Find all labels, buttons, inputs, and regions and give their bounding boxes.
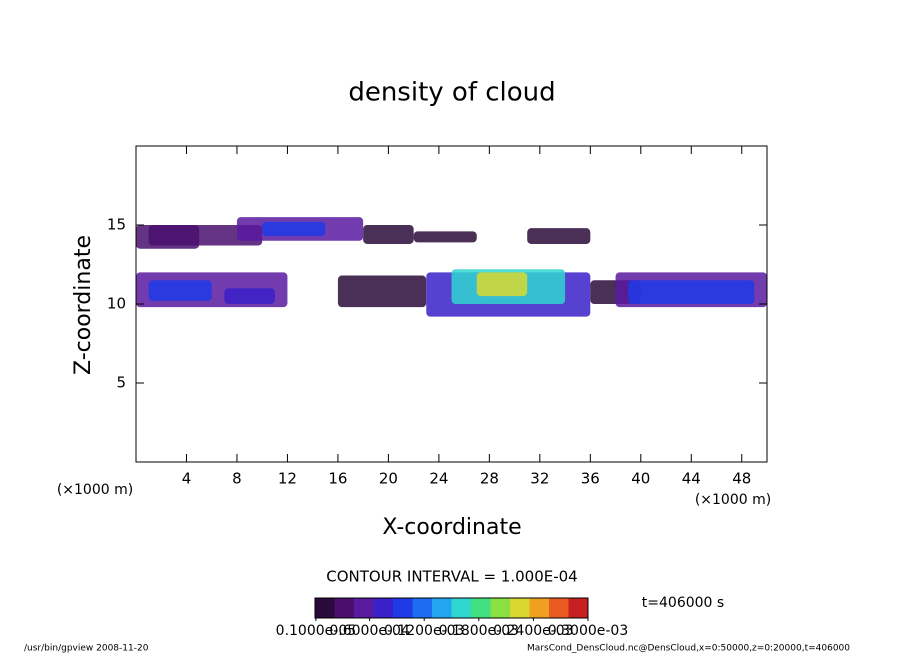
time-label: t=406000 s <box>642 595 724 611</box>
chart-title: density of cloud <box>348 78 555 108</box>
colorbar-tick-label: 0.1200e-03 <box>384 623 464 639</box>
y-tick-label: 15 <box>107 216 126 234</box>
colorbar-tick-label: 0.3000e-03 <box>548 623 628 639</box>
colorbar-swatch <box>568 598 589 618</box>
contour-cell <box>628 280 755 304</box>
colorbar-swatch <box>393 598 413 618</box>
colorbar-swatch <box>490 598 511 618</box>
x-tick-label: 24 <box>429 470 448 488</box>
contour-cell <box>337 275 427 308</box>
contour-cell <box>262 221 326 237</box>
y-tick-label: 10 <box>107 295 126 313</box>
contour-cell <box>363 225 414 244</box>
colorbar-swatch <box>334 598 355 618</box>
x-unit-label: (×1000 m) <box>695 492 771 508</box>
colorbar-tick-label: 0.1800e-03 <box>439 623 519 639</box>
colorbar-swatch <box>373 598 394 618</box>
colorbar-swatch <box>549 598 569 618</box>
x-tick-label: 44 <box>682 470 701 488</box>
x-tick-label: 28 <box>480 470 499 488</box>
x-tick-label: 8 <box>232 470 242 488</box>
contour-interval: CONTOUR INTERVAL = 1.000E-04 <box>326 568 577 586</box>
colorbar-swatch <box>471 598 491 618</box>
x-tick-label: 32 <box>530 470 549 488</box>
x-tick-label: 16 <box>328 470 347 488</box>
contour-cell <box>527 228 591 244</box>
colorbar-swatch <box>451 598 472 618</box>
y-tick-label: 5 <box>116 374 126 392</box>
y-axis-label: Z-coordinate <box>71 235 96 375</box>
x-tick-label: 4 <box>182 470 192 488</box>
x-tick-label: 12 <box>278 470 297 488</box>
contour-cell <box>148 225 263 246</box>
colorbar-swatch <box>412 598 433 618</box>
footer-left: /usr/bin/gpview 2008-11-20 <box>24 644 149 654</box>
x-axis-label: X-coordinate <box>382 515 521 540</box>
colorbar-tick-label: 0.1000e-05 <box>276 623 356 639</box>
x-tick-label: 20 <box>379 470 398 488</box>
colorbar-frame <box>314 597 589 619</box>
x-tick-label: 48 <box>732 470 751 488</box>
colorbar-swatch <box>529 598 550 618</box>
x-tick-label: 36 <box>581 470 600 488</box>
contour-cell <box>476 272 528 297</box>
contour-cell <box>148 280 212 301</box>
colorbar-swatch <box>432 598 452 618</box>
contour-field <box>136 217 767 317</box>
colorbar-swatch <box>510 598 530 618</box>
colorbar-swatch <box>315 598 335 618</box>
contour-cell <box>224 288 275 304</box>
colorbar-swatch <box>354 598 374 618</box>
x-tick-label: 40 <box>631 470 650 488</box>
contour-cell <box>413 231 477 243</box>
x-unit-label: (×1000 m) <box>57 482 133 498</box>
colorbar-tick-label: 0.6000e-04 <box>329 623 410 639</box>
footer-right: MarsCond_DensCloud.nc@DensCloud,x=0:5000… <box>527 644 850 654</box>
colorbar-tick-label: 0.2400e-03 <box>493 623 573 639</box>
